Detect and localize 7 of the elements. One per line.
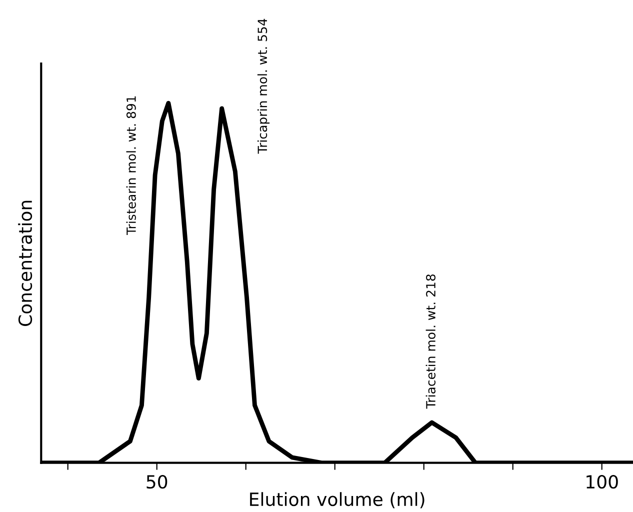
x-axis-title: Elution volume (ml) — [250, 492, 424, 508]
x-tick-label: 50 — [146, 474, 168, 489]
annotation: Triacetin mol. wt. 218 — [426, 274, 436, 409]
x-tick-label: 100 — [586, 474, 618, 489]
y-axis-title: Concentration — [18, 200, 32, 326]
annotation: Tristearin mol. wt. 891 — [126, 96, 136, 236]
annotation: Tricaprin mol. wt. 554 — [257, 18, 270, 154]
